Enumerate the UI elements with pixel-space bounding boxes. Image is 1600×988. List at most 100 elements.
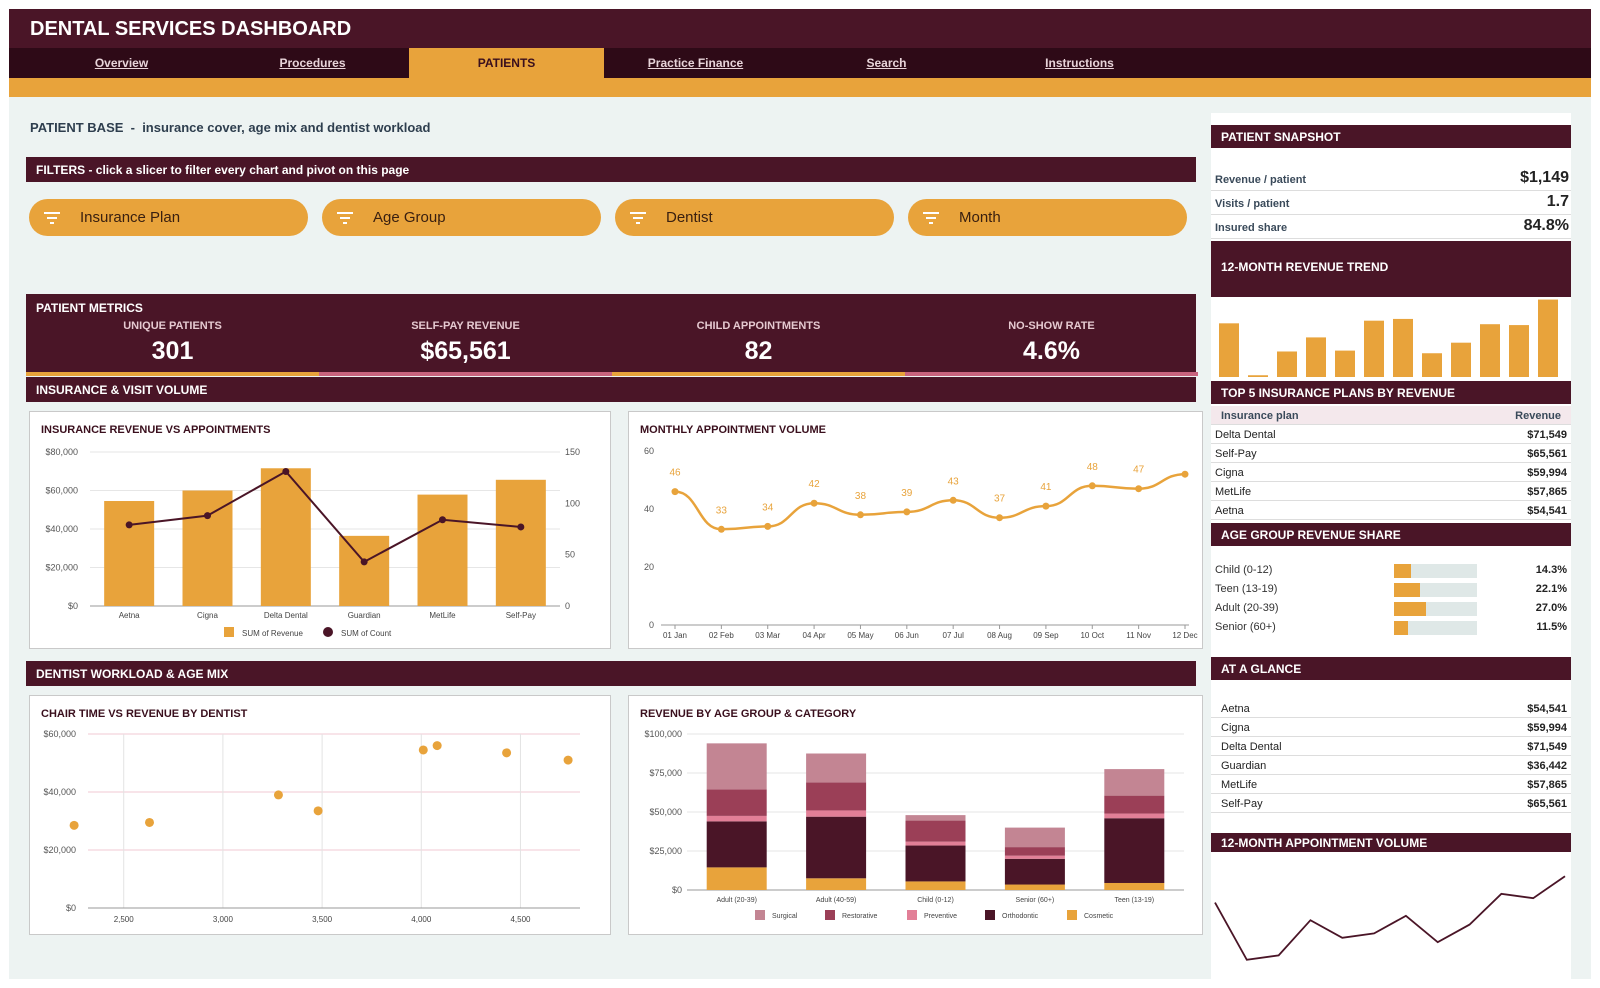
tab-patients[interactable]: PATIENTS bbox=[409, 48, 604, 78]
scatter-point bbox=[502, 748, 512, 758]
metric-underline bbox=[612, 372, 905, 376]
slicer-insurance-plan[interactable]: Insurance Plan bbox=[29, 199, 308, 236]
slicer-age-group[interactable]: Age Group bbox=[322, 199, 601, 236]
x-tick-label: 12 Dec bbox=[1172, 631, 1197, 640]
slicer-dentist[interactable]: Dentist bbox=[615, 199, 894, 236]
appointment-point bbox=[671, 488, 679, 496]
data-label: 47 bbox=[1133, 465, 1145, 476]
stack-segment bbox=[706, 789, 767, 816]
top5-row: Delta Dental $71,549 bbox=[1211, 425, 1571, 444]
metric-value: 82 bbox=[744, 337, 773, 365]
appointment-point bbox=[903, 508, 911, 516]
top5-row: MetLife $57,865 bbox=[1211, 482, 1571, 501]
metric-underline bbox=[319, 372, 612, 376]
age-share-header: AGE GROUP REVENUE SHARE bbox=[1211, 523, 1571, 546]
y-tick-label: $60,000 bbox=[45, 486, 78, 496]
tab-procedures[interactable]: Procedures bbox=[279, 56, 346, 70]
metric-label: SELF-PAY REVENUE bbox=[411, 320, 520, 332]
y-tick-label: $80,000 bbox=[45, 447, 78, 457]
y-tick-label: $60,000 bbox=[43, 729, 76, 739]
plan-name: Cigna bbox=[1221, 722, 1250, 734]
x-tick-label: Cigna bbox=[197, 611, 218, 620]
age-group-label: Senior (60+) bbox=[1215, 621, 1276, 633]
y-tick-label: $0 bbox=[66, 903, 76, 913]
data-label: 37 bbox=[994, 494, 1006, 505]
x-tick-label: Child (0-12) bbox=[917, 897, 954, 904]
x-tick-label: 4,000 bbox=[411, 915, 432, 924]
stack-segment bbox=[1104, 813, 1165, 819]
chair-time-chart: $0 $20,000 $40,000 $60,000 2,500 3,000 3,500 4,… bbox=[43, 729, 580, 924]
plan-revenue: $57,865 bbox=[1527, 779, 1567, 791]
snapshot-header: PATIENT SNAPSHOT bbox=[1211, 125, 1571, 148]
plan-name: MetLife bbox=[1221, 779, 1258, 791]
x-tick-label: Adult (40-59) bbox=[816, 897, 856, 904]
slicer-month[interactable]: Month bbox=[908, 199, 1187, 236]
filter-icon bbox=[630, 212, 646, 224]
glance-row: Aetna $54,541 bbox=[1211, 699, 1571, 718]
slicer-label: Month bbox=[959, 209, 1001, 226]
share-bar-fill bbox=[1394, 602, 1426, 616]
dashboard: DENTAL SERVICES DASHBOARD Overview Proce… bbox=[9, 9, 1591, 979]
trend-bar bbox=[1538, 299, 1558, 377]
stack-segment bbox=[1104, 818, 1165, 883]
appointment-point bbox=[949, 496, 957, 504]
stack-segment bbox=[905, 881, 966, 890]
top5-column-headers: Insurance plan Revenue bbox=[1211, 406, 1571, 425]
filter-icon bbox=[337, 212, 353, 224]
stack-segment bbox=[706, 743, 767, 790]
trend-header: 12-MONTH REVENUE TREND bbox=[1211, 241, 1571, 297]
bar bbox=[339, 535, 390, 606]
legend-label-revenue: SUM of Revenue bbox=[242, 629, 303, 638]
y2-tick-label: 50 bbox=[565, 550, 575, 560]
legend-swatch bbox=[1067, 910, 1077, 920]
x-tick-label: 2,500 bbox=[114, 915, 135, 924]
tab-instructions[interactable]: Instructions bbox=[1045, 56, 1114, 70]
nav-bar: Overview Procedures PATIENTS Practice Fi… bbox=[9, 48, 1591, 78]
kpi-value: $1,149 bbox=[1520, 169, 1569, 186]
trend-bar bbox=[1422, 353, 1442, 377]
appointment-point bbox=[1088, 482, 1096, 490]
kpi-label: Visits / patient bbox=[1215, 198, 1290, 210]
metric-value: 4.6% bbox=[1023, 337, 1080, 365]
kpi-insured-share: Insured share 84.8% bbox=[1211, 215, 1571, 239]
count-point bbox=[360, 558, 368, 566]
stack-segment bbox=[806, 810, 867, 817]
card-insurance-revenue: INSURANCE REVENUE VS APPOINTMENTS $0 $20,… bbox=[29, 411, 611, 649]
stack-segment bbox=[1104, 795, 1165, 814]
legend-label: Cosmetic bbox=[1084, 913, 1114, 920]
stack-segment bbox=[706, 867, 767, 890]
metric-no-show-rate: NO-SHOW RATE 4.6% bbox=[905, 294, 1198, 376]
x-tick-label: 03 Mar bbox=[755, 631, 780, 640]
y-tick-label: 20 bbox=[644, 562, 654, 572]
appointment-point bbox=[1042, 502, 1050, 510]
tab-search[interactable]: Search bbox=[866, 56, 907, 70]
metric-child-appointments: CHILD APPOINTMENTS 82 bbox=[612, 294, 905, 376]
stack-segment bbox=[1004, 847, 1065, 856]
stack-segment bbox=[1004, 827, 1065, 848]
kpi-label: Insured share bbox=[1215, 222, 1288, 234]
plan-name: Cigna bbox=[1215, 467, 1244, 479]
x-tick-label: MetLife bbox=[429, 611, 456, 620]
data-label: 43 bbox=[948, 476, 960, 487]
top5-row: Cigna $59,994 bbox=[1211, 463, 1571, 482]
glance-row: MetLife $57,865 bbox=[1211, 775, 1571, 794]
tab-overview[interactable]: Overview bbox=[94, 56, 149, 70]
plan-name: Self-Pay bbox=[1215, 448, 1257, 460]
count-point bbox=[125, 521, 133, 529]
count-point bbox=[282, 468, 290, 476]
data-label: 38 bbox=[855, 491, 867, 502]
y-tick-label: 40 bbox=[644, 504, 654, 514]
patient-metrics-panel: PATIENT METRICS UNIQUE PATIENTS 301 SELF… bbox=[26, 294, 1198, 376]
top5-row: Aetna $54,541 bbox=[1211, 501, 1571, 520]
bar bbox=[260, 468, 311, 606]
tab-practice-finance[interactable]: Practice Finance bbox=[647, 56, 744, 70]
plan-name: Aetna bbox=[1221, 703, 1250, 715]
stack-segment bbox=[706, 821, 767, 868]
scatter-point bbox=[563, 755, 573, 765]
x-tick-label: Guardian bbox=[348, 611, 381, 620]
legend-swatch-revenue bbox=[224, 627, 234, 637]
trend-bar bbox=[1335, 350, 1355, 377]
appointment-point bbox=[717, 525, 725, 533]
y-tick-label: $100,000 bbox=[644, 729, 682, 739]
share-value: 22.1% bbox=[1535, 583, 1567, 595]
